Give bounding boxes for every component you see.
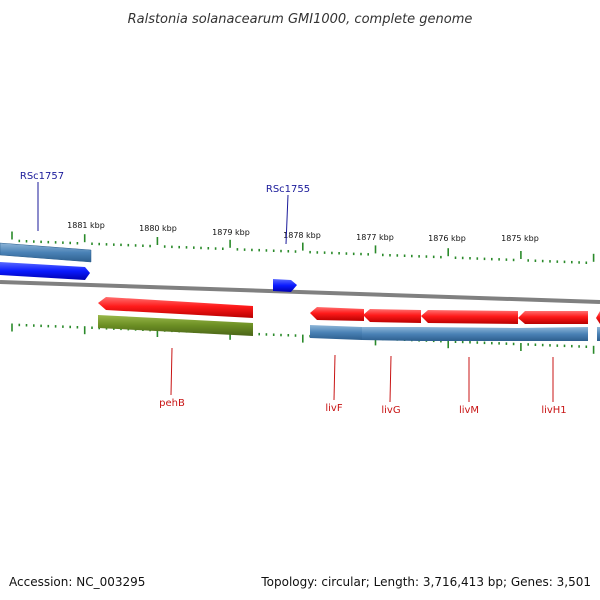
genome-summary-text: Topology: circular; Length: 3,716,413 bp… bbox=[261, 575, 591, 589]
label-leaders bbox=[37, 182, 554, 403]
feature-livG-cds[interactable] bbox=[363, 309, 421, 323]
feature-next-gene[interactable] bbox=[597, 327, 600, 341]
gene-label-livF[interactable]: livF bbox=[325, 403, 342, 414]
gene-labels: RSc1757 RSc1755 pehB livF livG livM livH… bbox=[20, 171, 567, 416]
gene-label-rsc1755[interactable]: RSc1755 bbox=[266, 184, 310, 195]
tick-label: 1880 kbp bbox=[139, 224, 177, 233]
outer-tick-ring bbox=[11, 231, 595, 264]
feature-livH1-cds[interactable] bbox=[518, 311, 588, 324]
feature-pehB-gene[interactable] bbox=[98, 315, 253, 336]
feature-livG-gene[interactable] bbox=[362, 327, 420, 341]
feature-livF-cds[interactable] bbox=[310, 307, 364, 321]
feature-rsc1755-cds[interactable] bbox=[273, 279, 297, 292]
tick-label: 1879 kbp bbox=[212, 228, 250, 237]
map-title: Ralstonia solanacearum GMI1000, complete… bbox=[128, 12, 473, 27]
tick-label: 1878 kbp bbox=[283, 231, 321, 240]
feature-livH1-gene[interactable] bbox=[517, 327, 588, 341]
tick-label: 1881 kbp bbox=[67, 221, 105, 230]
feature-next-cds[interactable] bbox=[596, 311, 600, 324]
position-labels: 1881 kbp 1880 kbp 1879 kbp 1878 kbp 1877… bbox=[67, 221, 539, 243]
gene-label-rsc1757[interactable]: RSc1757 bbox=[20, 171, 64, 182]
feature-pehB-cds[interactable] bbox=[98, 297, 253, 318]
feature-livM-gene[interactable] bbox=[420, 327, 517, 341]
genome-backbone bbox=[0, 280, 600, 304]
feature-rsc1757-gene[interactable] bbox=[0, 242, 92, 263]
feature-rsc1757-cds[interactable] bbox=[0, 262, 90, 280]
tick-label: 1876 kbp bbox=[428, 234, 466, 243]
gene-label-livG[interactable]: livG bbox=[381, 405, 400, 416]
gene-label-livH1[interactable]: livH1 bbox=[541, 405, 566, 416]
accession-text: Accession: NC_003295 bbox=[9, 575, 146, 589]
feature-livF-gene[interactable] bbox=[310, 325, 362, 340]
tick-label: 1877 kbp bbox=[356, 233, 394, 242]
gene-label-pehB[interactable]: pehB bbox=[159, 398, 185, 409]
tick-label: 1875 kbp bbox=[501, 234, 539, 243]
gene-label-livM[interactable]: livM bbox=[459, 405, 479, 416]
feature-livM-cds[interactable] bbox=[421, 310, 518, 324]
